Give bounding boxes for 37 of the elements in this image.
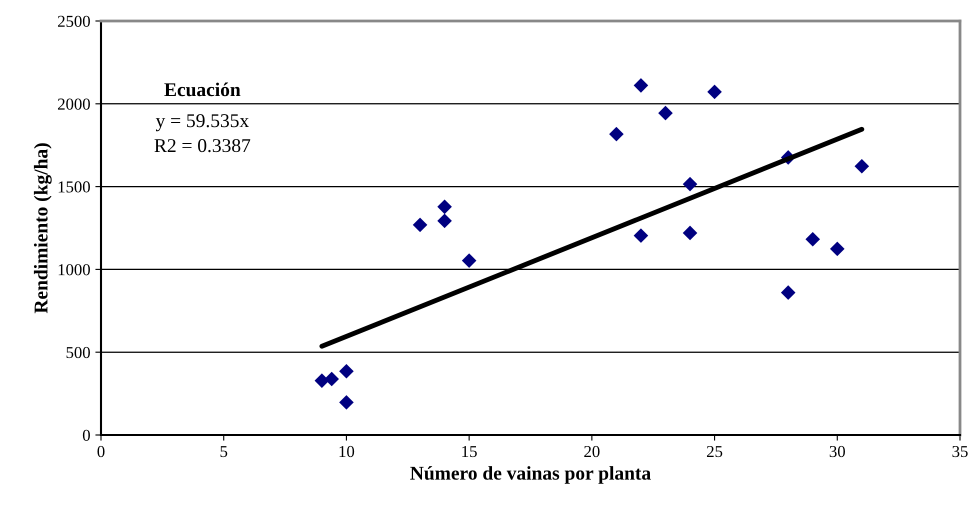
annotation: R2 = 0.3387 <box>154 139 250 152</box>
x-tick-label: 10 <box>340 446 354 458</box>
point <box>805 232 820 247</box>
x-axis-title: Número de vainas por planta <box>410 466 651 484</box>
x-tick-label: 35 <box>952 446 968 458</box>
x-tick-label: 15 <box>462 446 477 458</box>
point <box>780 285 796 300</box>
x-tick-label: 5 <box>220 446 228 458</box>
annotation: Ecuación <box>164 82 240 96</box>
point <box>707 84 722 100</box>
point <box>634 78 648 93</box>
point <box>854 158 870 174</box>
y-tick-label: 2000 <box>58 98 90 110</box>
point <box>412 218 428 232</box>
y-axis-title: Rendimiento (kg/ha) <box>34 143 52 314</box>
annotation: y = 59.535x <box>156 114 249 132</box>
point <box>830 242 845 256</box>
x-tick-label: 0 <box>97 446 105 458</box>
y-tick-label: 1000 <box>58 264 90 276</box>
point <box>437 200 452 214</box>
y-tick-label: 1500 <box>58 181 90 193</box>
y-tick-label: 2500 <box>58 16 90 27</box>
point <box>324 372 339 386</box>
point <box>609 126 624 142</box>
point <box>658 106 673 120</box>
point <box>634 228 648 243</box>
x-tick-label: 30 <box>830 446 845 458</box>
point <box>339 395 354 410</box>
point <box>462 253 476 268</box>
x-tick-label: 20 <box>584 446 600 458</box>
y-tick-label: 0 <box>82 430 90 441</box>
point <box>682 226 698 240</box>
y-tick-label: 500 <box>66 346 90 358</box>
point <box>339 364 354 379</box>
x-tick-label: 25 <box>706 446 722 458</box>
point <box>682 176 698 192</box>
point <box>437 214 452 228</box>
